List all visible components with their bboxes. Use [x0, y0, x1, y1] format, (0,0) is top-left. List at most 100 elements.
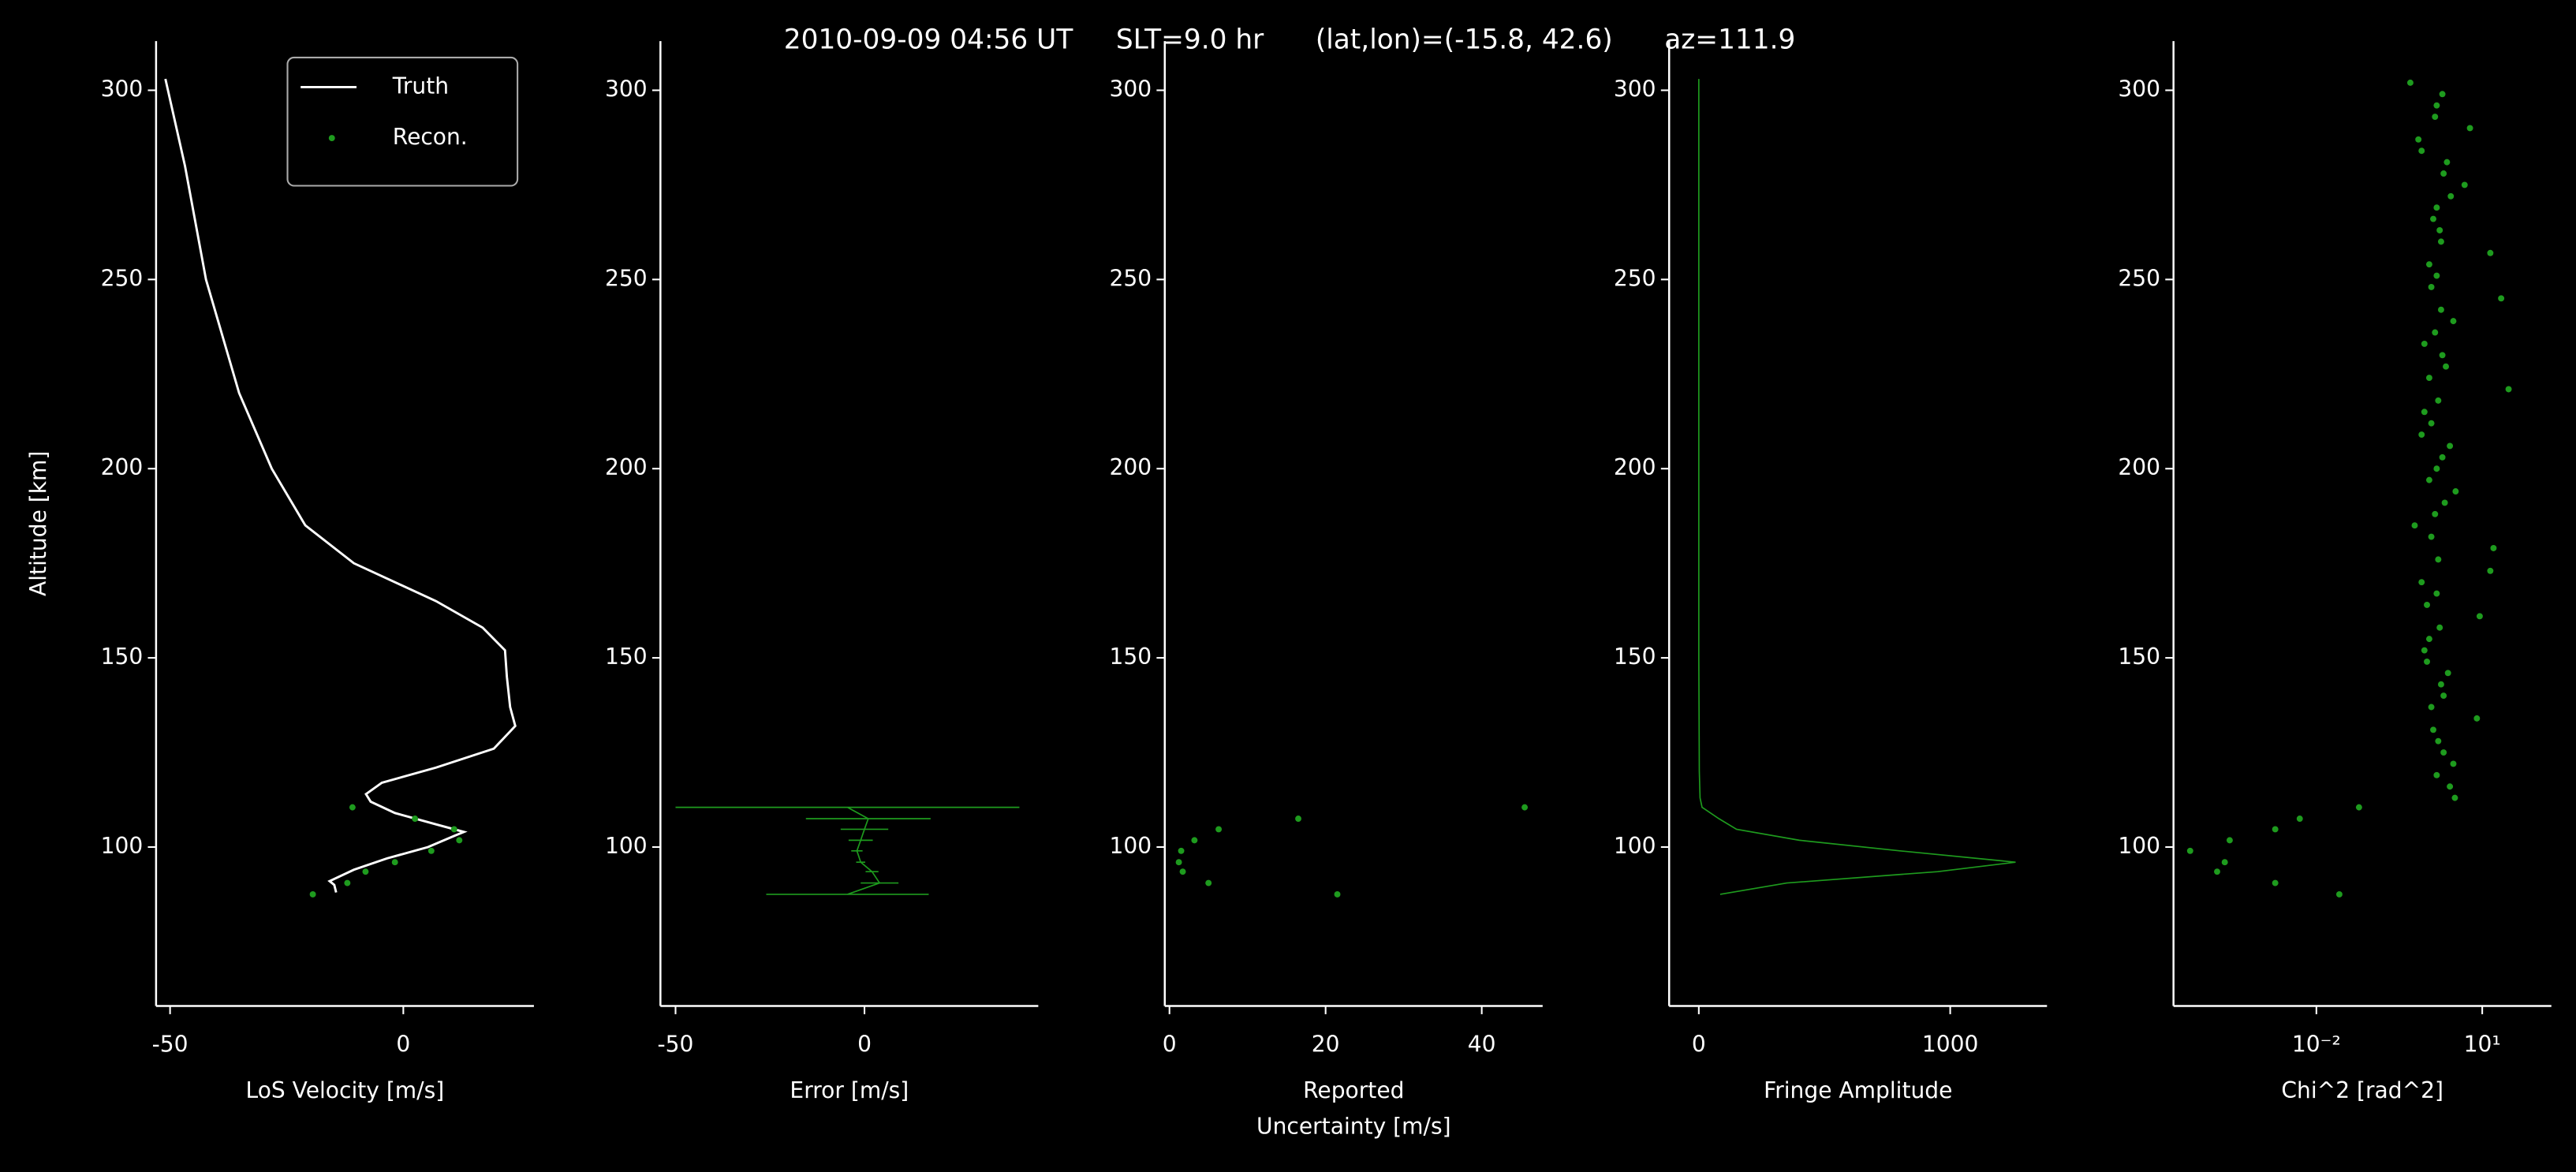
point	[412, 816, 419, 822]
point	[2432, 510, 2439, 517]
point	[2411, 522, 2418, 529]
point	[2424, 658, 2430, 665]
y-tick-label: 100	[1614, 833, 1656, 859]
point	[2439, 91, 2446, 98]
point	[2425, 636, 2432, 643]
point	[2432, 329, 2439, 336]
y-tick-label: 200	[101, 454, 144, 480]
y-tick-label: 300	[1109, 76, 1152, 102]
point	[2272, 826, 2279, 833]
point	[2473, 715, 2481, 722]
point	[2461, 181, 2468, 188]
point	[2221, 859, 2228, 866]
x-tick-label: 0	[857, 1032, 872, 1058]
y-tick-label: 300	[1614, 76, 1656, 102]
y-tick-label: 100	[1109, 833, 1152, 859]
point	[2428, 283, 2435, 290]
x-axis-label: Reported Uncertainty [m/s]	[1256, 1077, 1451, 1140]
x-axis-label: Fringe Amplitude	[1764, 1077, 1952, 1103]
point	[2439, 352, 2446, 359]
x-tick-label: 0	[1163, 1032, 1177, 1058]
line	[1698, 79, 2016, 895]
point	[2425, 261, 2432, 268]
point	[2424, 601, 2430, 608]
x-axis-label: Chi^2 [rad^2]	[2281, 1077, 2443, 1103]
point	[2451, 794, 2458, 801]
x-axis-label-line: Uncertainty [m/s]	[1256, 1114, 1451, 1140]
point	[1175, 859, 1182, 866]
point	[2505, 386, 2512, 393]
point	[2428, 704, 2435, 711]
y-tick-label: 150	[605, 644, 648, 670]
point	[2476, 613, 2483, 620]
point	[1334, 891, 1341, 898]
point	[2425, 476, 2432, 483]
point	[456, 837, 463, 844]
point	[2498, 295, 2505, 302]
point	[1205, 879, 1212, 886]
y-tick-label: 150	[1614, 644, 1656, 670]
y-tick-label: 100	[2118, 833, 2160, 859]
point	[1215, 826, 1223, 833]
x-tick-label: 10¹	[2464, 1032, 2501, 1058]
x-tick-label: -50	[152, 1032, 189, 1058]
point	[2487, 249, 2494, 256]
x-tick-label: 0	[1692, 1032, 1706, 1058]
point	[2214, 868, 2220, 875]
point	[2433, 465, 2440, 472]
x-axis-label: LoS Velocity [m/s]	[246, 1077, 445, 1103]
point	[2296, 816, 2303, 822]
point	[2406, 79, 2414, 86]
point	[2430, 215, 2436, 222]
point	[309, 891, 316, 898]
x-tick-label: 20	[1312, 1032, 1340, 1058]
point	[2226, 837, 2233, 844]
point	[2186, 847, 2193, 854]
point	[2437, 306, 2444, 313]
point	[427, 847, 435, 854]
point	[2447, 442, 2454, 450]
point	[2415, 136, 2422, 143]
point	[2418, 579, 2425, 586]
point	[2450, 760, 2457, 767]
x-tick-label: -50	[658, 1032, 694, 1058]
y-tick-label: 250	[2118, 265, 2160, 291]
point	[362, 868, 369, 875]
legend-box	[286, 56, 519, 187]
x-tick-label: 40	[1468, 1032, 1496, 1058]
point	[2433, 272, 2440, 279]
point	[2437, 681, 2444, 688]
point	[2440, 170, 2447, 177]
y-tick-label: 200	[2118, 454, 2160, 480]
x-tick-label: 10⁻²	[2292, 1032, 2341, 1058]
point	[2444, 670, 2451, 677]
point	[2425, 375, 2432, 382]
point	[2436, 624, 2443, 631]
point	[2435, 556, 2442, 563]
point	[2433, 102, 2440, 109]
y-tick-label: 200	[1109, 454, 1152, 480]
point	[2428, 420, 2435, 427]
y-tick-label: 100	[605, 833, 648, 859]
y-tick-label: 200	[605, 454, 648, 480]
legend-label: Truth	[392, 73, 449, 99]
point	[2418, 431, 2425, 439]
point	[349, 804, 356, 811]
y-axis-label: Altitude [km]	[25, 451, 51, 596]
point	[2443, 363, 2449, 370]
y-tick-label: 300	[605, 76, 648, 102]
point	[2432, 114, 2439, 121]
point	[2447, 783, 2454, 790]
point	[2421, 340, 2428, 347]
point	[450, 826, 457, 833]
point	[2421, 409, 2428, 416]
y-tick-label: 100	[101, 833, 144, 859]
point	[2439, 453, 2446, 461]
x-tick-label: 1000	[1922, 1032, 1979, 1058]
y-tick-label: 250	[1109, 265, 1152, 291]
point	[2487, 567, 2494, 574]
point	[2466, 125, 2473, 132]
point	[2421, 647, 2428, 654]
